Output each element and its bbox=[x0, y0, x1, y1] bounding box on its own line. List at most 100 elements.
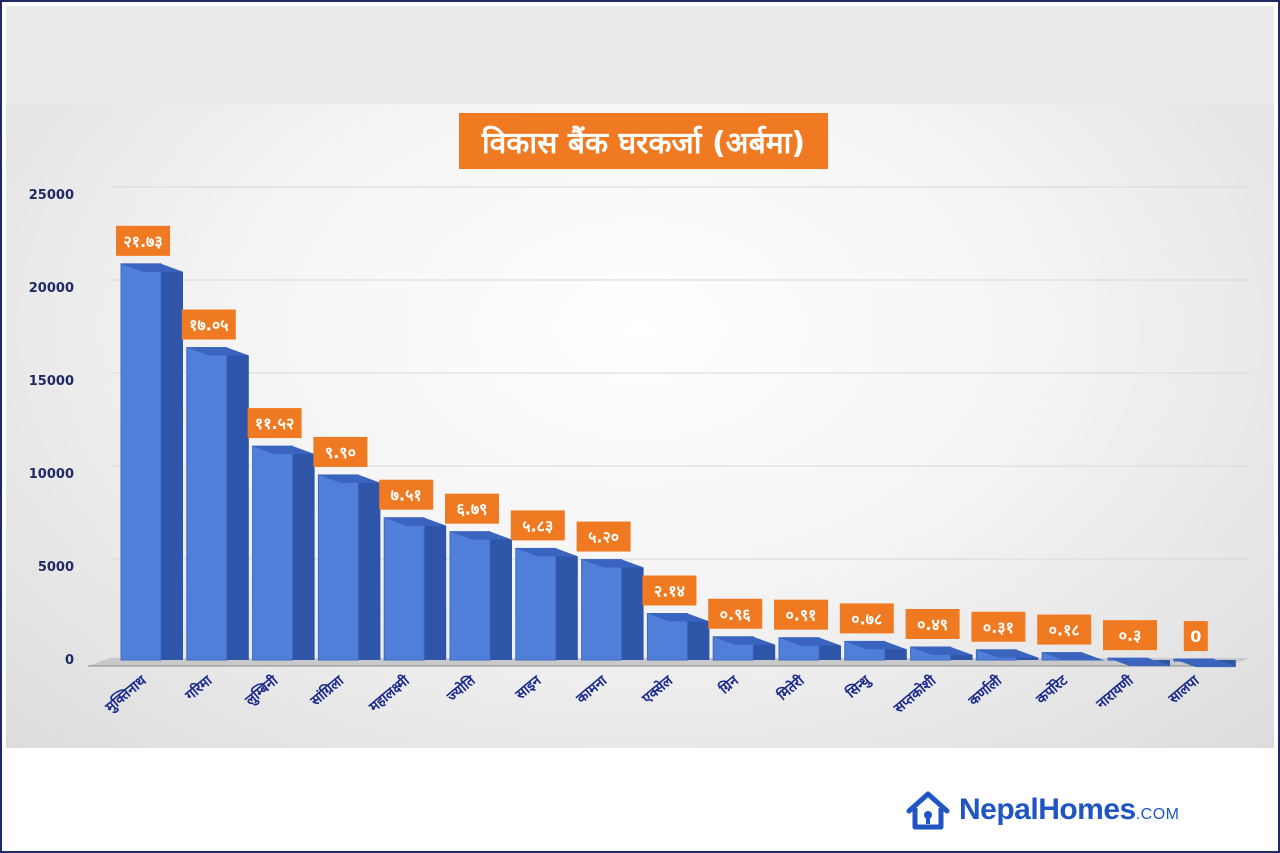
bar bbox=[449, 531, 491, 661]
header-band bbox=[6, 6, 1274, 104]
data-label: ६.७९ bbox=[456, 500, 487, 519]
house-icon bbox=[906, 791, 950, 830]
data-label: ०.३१ bbox=[983, 618, 1014, 637]
category-label: सालपा bbox=[1165, 672, 1203, 708]
data-label: १७.०५ bbox=[189, 316, 228, 335]
category-label: कामना bbox=[573, 672, 611, 708]
data-label-box bbox=[247, 408, 302, 439]
data-label: ०.९१ bbox=[785, 606, 816, 625]
y-tick-label: 10000 bbox=[29, 467, 74, 482]
category-label: सप्तकोशी bbox=[890, 671, 940, 717]
data-label-box bbox=[774, 599, 828, 630]
bar bbox=[317, 474, 359, 661]
category-label: गरिमा bbox=[181, 671, 216, 704]
y-tick-label: 5000 bbox=[38, 560, 74, 575]
bar-top bbox=[976, 649, 1039, 658]
bar-side bbox=[161, 263, 183, 660]
category-label: मुक्तिनाथ bbox=[101, 671, 151, 717]
data-label-box bbox=[1183, 621, 1208, 652]
category-label: मितेरी bbox=[773, 671, 808, 704]
bar-top bbox=[1173, 659, 1236, 668]
bar bbox=[120, 263, 162, 661]
data-label-box bbox=[642, 575, 697, 606]
bar-top bbox=[186, 347, 249, 356]
bar-side bbox=[490, 531, 512, 660]
chart-title: विकास बैंक घरकर्जा (अर्बमा) bbox=[459, 113, 828, 169]
category-label: महालक्ष्मी bbox=[365, 671, 414, 716]
data-label: ०.७८ bbox=[851, 609, 882, 628]
data-label-box bbox=[576, 521, 631, 552]
category-label: सिन्धु bbox=[842, 671, 875, 703]
bar bbox=[515, 547, 557, 661]
bar-side bbox=[424, 517, 447, 660]
data-label: ०.९६ bbox=[720, 605, 752, 624]
bar bbox=[186, 347, 228, 661]
data-label-box bbox=[1037, 614, 1092, 645]
data-label: ७.५१ bbox=[391, 486, 422, 505]
bar-top bbox=[910, 646, 973, 655]
bar-top bbox=[1108, 658, 1170, 667]
y-tick-label: 15000 bbox=[29, 374, 74, 389]
category-label: ग्रिन bbox=[715, 671, 742, 698]
bar-top bbox=[515, 548, 578, 557]
bar-top bbox=[647, 613, 710, 622]
brand-name-main: NepalHomes bbox=[959, 793, 1136, 826]
data-label-box bbox=[313, 436, 368, 467]
category-label: नारायणी bbox=[1092, 671, 1137, 713]
category-label: कर्पोरेट bbox=[1032, 671, 1071, 708]
category-label: सांग्रिला bbox=[306, 671, 348, 710]
brand-name-suffix: .COM bbox=[1135, 806, 1180, 823]
data-label: ५.२० bbox=[588, 528, 619, 547]
data-label-box bbox=[971, 611, 1026, 642]
category-label: लुम्बिनी bbox=[241, 671, 283, 710]
data-label: ११.५२ bbox=[255, 414, 294, 433]
data-label: ०.४९ bbox=[917, 615, 948, 634]
bar-side bbox=[555, 548, 578, 660]
category-label: ज्योति bbox=[443, 671, 479, 705]
data-label: ५.८३ bbox=[522, 516, 553, 535]
y-tick-label: 20000 bbox=[29, 281, 74, 296]
bar-top bbox=[713, 636, 776, 645]
data-label-box bbox=[510, 510, 565, 541]
data-label-box bbox=[1103, 620, 1157, 651]
bar-top bbox=[1042, 652, 1105, 661]
data-label: ९.९० bbox=[325, 443, 356, 462]
data-label-box bbox=[445, 493, 499, 524]
data-label-box bbox=[708, 598, 763, 629]
bar-side bbox=[687, 613, 710, 660]
bar-top bbox=[779, 637, 841, 646]
bar-top bbox=[844, 641, 907, 650]
bar-top bbox=[581, 559, 644, 568]
bar bbox=[581, 559, 623, 661]
category-label: एक्सेल bbox=[638, 672, 676, 708]
bar-top bbox=[121, 263, 183, 272]
bar-side bbox=[358, 474, 381, 660]
data-label-box bbox=[181, 309, 236, 340]
bar-top bbox=[252, 446, 315, 455]
y-tick-label: 0 bbox=[65, 653, 74, 668]
bar-top bbox=[318, 474, 381, 483]
category-label: कर्णाली bbox=[964, 671, 1006, 710]
bar bbox=[383, 517, 425, 661]
data-label: ०.१८ bbox=[1049, 621, 1080, 640]
bar bbox=[252, 445, 294, 661]
data-label-box bbox=[116, 225, 170, 256]
bar-side bbox=[621, 559, 644, 660]
data-label: ०.३ bbox=[1119, 626, 1142, 645]
bar-top bbox=[384, 517, 447, 526]
data-label: २.१४ bbox=[654, 582, 685, 601]
brand-logo: NepalHomes.COM bbox=[905, 788, 1205, 832]
brand-name: NepalHomes.COM bbox=[959, 793, 1180, 827]
y-tick-label: 25000 bbox=[29, 188, 74, 203]
bar-side bbox=[292, 446, 315, 660]
bar-side bbox=[226, 347, 249, 660]
bar-top bbox=[450, 531, 512, 540]
data-label-box bbox=[839, 603, 894, 634]
data-label-box bbox=[905, 608, 960, 639]
data-label-box bbox=[379, 479, 434, 510]
category-label: साइन bbox=[512, 672, 545, 704]
data-label: 0 bbox=[1190, 627, 1201, 646]
data-label: २१.७३ bbox=[123, 232, 162, 251]
